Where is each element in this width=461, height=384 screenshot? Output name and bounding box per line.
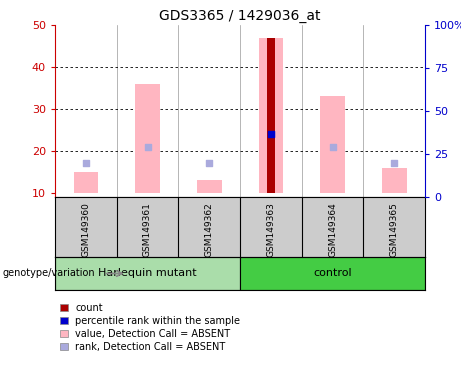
Bar <box>320 96 345 193</box>
Text: control: control <box>313 268 352 278</box>
Bar <box>197 180 221 193</box>
Bar <box>259 38 283 193</box>
Text: GSM149363: GSM149363 <box>266 202 275 257</box>
Text: genotype/variation: genotype/variation <box>2 268 95 278</box>
Bar <box>382 168 407 193</box>
Point <box>82 161 89 167</box>
Point <box>267 131 274 137</box>
Bar <box>73 172 98 193</box>
Text: GSM149360: GSM149360 <box>81 202 90 257</box>
Text: GSM149361: GSM149361 <box>143 202 152 257</box>
Point <box>144 144 151 150</box>
Point <box>267 131 274 137</box>
Bar <box>267 38 275 193</box>
Text: GSM149365: GSM149365 <box>390 202 399 257</box>
Title: GDS3365 / 1429036_at: GDS3365 / 1429036_at <box>159 8 321 23</box>
Bar <box>240 257 425 290</box>
Text: Harlequin mutant: Harlequin mutant <box>98 268 197 278</box>
Point <box>329 144 336 150</box>
Point <box>206 161 213 167</box>
Text: GSM149362: GSM149362 <box>205 202 213 257</box>
Bar <box>135 84 160 193</box>
Point <box>390 161 398 167</box>
Text: GSM149364: GSM149364 <box>328 202 337 257</box>
Legend: count, percentile rank within the sample, value, Detection Call = ABSENT, rank, : count, percentile rank within the sample… <box>60 303 241 352</box>
Bar <box>55 257 240 290</box>
